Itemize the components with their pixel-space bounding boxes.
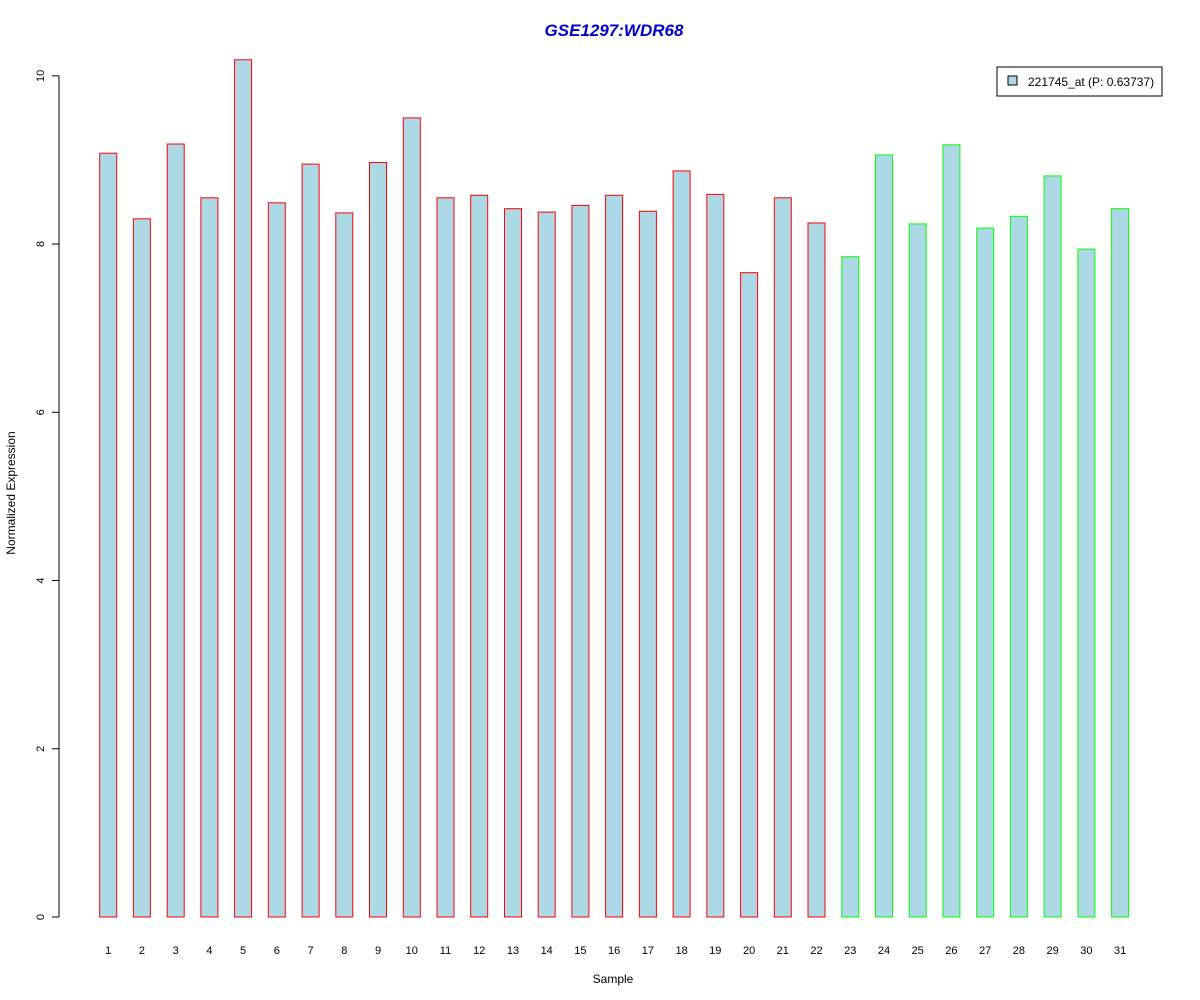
x-tick-label: 7 <box>308 945 314 957</box>
y-axis-title: Normalized Expression <box>4 431 18 554</box>
y-tick-label: 6 <box>35 409 47 415</box>
x-tick-label: 28 <box>1013 945 1025 957</box>
x-tick-label: 19 <box>709 945 721 957</box>
x-tick-label: 8 <box>341 945 347 957</box>
x-tick-label: 24 <box>878 945 890 957</box>
bar-sample-16 <box>605 194 624 918</box>
bar-sample-23 <box>841 256 860 918</box>
x-tick-label: 18 <box>675 945 687 957</box>
bar-sample-28 <box>1009 215 1028 918</box>
bar-sample-4 <box>200 197 219 918</box>
bar-sample-15 <box>571 204 590 918</box>
y-tick-label: 10 <box>35 70 47 82</box>
bar-sample-26 <box>942 144 961 918</box>
bar-sample-2 <box>132 218 151 918</box>
y-tick-label: 2 <box>35 746 47 752</box>
x-axis-title: Sample <box>593 972 634 986</box>
x-tick-label: 23 <box>844 945 856 957</box>
x-tick-label: 2 <box>139 945 145 957</box>
x-tick-label: 15 <box>574 945 586 957</box>
legend: 221745_at (P: 0.63737) <box>996 66 1163 97</box>
bar-sample-25 <box>908 223 927 918</box>
x-tick-label: 14 <box>541 945 553 957</box>
bar-sample-18 <box>672 170 691 918</box>
bar-sample-10 <box>402 117 421 918</box>
chart-title: GSE1297:WDR68 <box>545 21 684 40</box>
bar-sample-31 <box>1111 208 1130 918</box>
bar-sample-19 <box>706 193 725 918</box>
y-tick-label: 8 <box>35 241 47 247</box>
bar-sample-13 <box>504 208 522 918</box>
bar-sample-20 <box>740 272 759 918</box>
x-tick-label: 29 <box>1046 945 1058 957</box>
bar-sample-6 <box>267 202 286 918</box>
bars-group <box>99 59 1130 918</box>
x-tick-label: 17 <box>642 945 654 957</box>
x-tick-label: 4 <box>206 945 212 957</box>
y-axis: 0 2 4 6 8 10 <box>35 70 60 920</box>
legend-box <box>996 66 1163 97</box>
x-tick-label: 22 <box>810 945 822 957</box>
bar-sample-21 <box>773 197 792 918</box>
bar-sample-1 <box>99 152 118 918</box>
bar-sample-11 <box>436 197 455 918</box>
bar-sample-12 <box>470 194 489 918</box>
x-tick-label: 25 <box>912 945 924 957</box>
bar-sample-9 <box>369 162 387 918</box>
x-tick-label: 16 <box>608 945 620 957</box>
x-tick-label: 5 <box>240 945 246 957</box>
y-tick-label: 4 <box>35 577 47 583</box>
x-tick-label: 9 <box>375 945 381 957</box>
x-tick-label: 10 <box>406 945 418 957</box>
bar-sample-5 <box>234 59 253 918</box>
bar-sample-14 <box>537 211 556 918</box>
bar-sample-30 <box>1077 248 1096 918</box>
x-tick-label: 20 <box>743 945 755 957</box>
bar-sample-24 <box>875 154 893 918</box>
legend-label: 221745_at (P: 0.63737) <box>1028 75 1154 89</box>
x-tick-label: 11 <box>440 945 451 957</box>
x-tick-label: 6 <box>274 945 280 957</box>
bar-sample-3 <box>166 143 185 918</box>
bar-sample-7 <box>301 163 320 918</box>
x-tick-label: 21 <box>777 945 789 957</box>
bar-sample-29 <box>1043 175 1062 918</box>
x-tick-label: 3 <box>173 945 179 957</box>
y-tick-label: 0 <box>35 914 47 920</box>
bar-sample-8 <box>335 212 354 918</box>
bar-sample-22 <box>807 222 826 918</box>
x-tick-label: 13 <box>507 945 519 957</box>
x-tick-label: 12 <box>473 945 485 957</box>
legend-swatch <box>1007 75 1018 86</box>
x-tick-label: 27 <box>979 945 991 957</box>
x-tick-label: 26 <box>945 945 957 957</box>
x-tick-label: 30 <box>1080 945 1092 957</box>
x-tick-labels: 1 2 3 4 5 6 7 8 9 10 11 12 13 14 15 16 17 18 19 20 21 22 23 24 2… <box>105 945 1126 957</box>
bar-sample-27 <box>976 227 995 918</box>
x-tick-label: 31 <box>1114 945 1126 957</box>
x-tick-label: 1 <box>105 945 111 957</box>
bar-sample-17 <box>638 210 657 918</box>
